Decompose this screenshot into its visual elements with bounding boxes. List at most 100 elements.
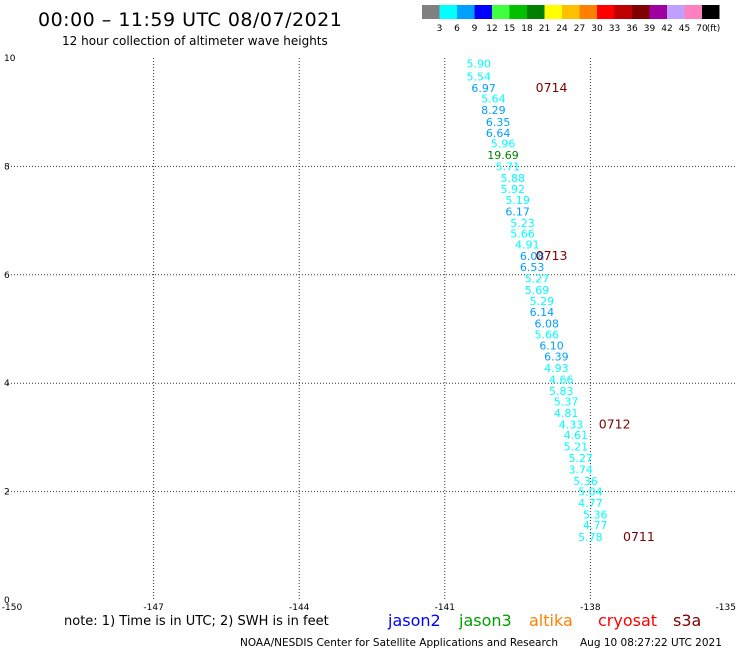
legend-entry-cryosat: cryosat [598, 611, 657, 630]
color-scale-label: 33 [609, 24, 620, 34]
wave-height-value: 5.19 [505, 194, 530, 207]
pass-time-label: 0714 [536, 80, 568, 95]
color-scale-label: 3 [437, 24, 443, 34]
wave-height-value: 5.27 [568, 452, 593, 465]
color-scale-label: 45 [679, 24, 690, 34]
wave-height-value: 5.88 [500, 172, 525, 185]
legend-entry-altika: altika [529, 611, 573, 630]
chart-subtitle: 12 hour collection of altimeter wave hei… [62, 34, 328, 48]
wave-height-value: 19.69 [487, 149, 519, 162]
wave-height-value: 5.29 [530, 295, 555, 308]
wave-height-value: 4.77 [578, 497, 603, 510]
wave-height-value: 5.66 [510, 228, 535, 241]
color-scale-swatch [562, 5, 580, 19]
y-tick-label: 0 [4, 596, 10, 606]
color-scale-label: 42 [661, 24, 672, 34]
color-scale-swatch [614, 5, 632, 19]
wave-height-value: 6.14 [530, 306, 555, 319]
wave-height-value: 5.90 [467, 57, 492, 70]
wave-height-value: 5.04 [578, 486, 603, 499]
wave-height-value: 4.61 [564, 429, 589, 442]
pass-time-label: 0713 [536, 248, 568, 263]
color-scale-legend: 3 6 9 12 15 18 21 24 27 30 33 36 39 42 45 70(ft) [422, 5, 720, 34]
y-tick-label: 6 [4, 271, 10, 281]
legend-entry-s3a: s3a [673, 611, 701, 630]
chart-title: 00:00 – 11:59 UTC 08/07/2021 [38, 9, 342, 31]
wave-height-value: 5.64 [481, 93, 506, 106]
color-scale-swatch [667, 5, 685, 19]
wave-height-value: 6.39 [544, 351, 569, 364]
color-scale-unit: (ft) [707, 24, 721, 34]
wave-height-value: 6.08 [534, 318, 559, 331]
footer-timestamp: Aug 10 08:27:22 UTC 2021 [580, 637, 722, 649]
wave-height-value: 6.53 [520, 261, 545, 274]
chart-grid [8, 58, 736, 600]
wave-height-value: 6.64 [486, 127, 511, 140]
color-scale-swatch [439, 5, 457, 19]
wave-height-value: 5.37 [554, 396, 579, 409]
color-scale-label: 36 [626, 24, 638, 34]
color-scale-swatch [422, 5, 440, 19]
color-scale-label: 9 [472, 24, 478, 34]
wave-height-value: 5.96 [491, 138, 516, 151]
wave-height-value: 4.33 [559, 418, 584, 431]
color-scale-swatch [684, 5, 702, 19]
color-scale-label: 18 [521, 24, 533, 34]
color-scale-swatch [527, 5, 545, 19]
color-scale-swatch [579, 5, 597, 19]
wave-height-value: 5.21 [564, 441, 589, 454]
y-tick-label: 2 [4, 488, 10, 498]
footer-credit: NOAA/NESDIS Center for Satellite Applica… [240, 637, 558, 649]
color-scale-label: 12 [486, 24, 497, 34]
time-labels: 0714 0713 0712 0711 [536, 80, 655, 544]
y-tick-label: 4 [4, 379, 10, 389]
wave-height-value: 4.93 [544, 362, 569, 375]
wave-height-value: 5.66 [534, 328, 559, 341]
x-tick-label: -150 [2, 603, 23, 613]
wave-height-value: 8.29 [481, 104, 506, 117]
color-scale-label: 6 [454, 24, 460, 34]
color-scale-swatch [492, 5, 510, 19]
wave-height-value: 5.71 [496, 160, 521, 173]
wave-height-value: 6.35 [486, 116, 511, 129]
wave-height-value: 5.54 [467, 70, 492, 83]
color-scale-swatch [544, 5, 562, 19]
wave-height-value: 6.17 [505, 205, 530, 218]
color-scale-label: 24 [556, 24, 568, 34]
wave-height-value: 4.77 [583, 519, 608, 532]
wave-height-value: 5.78 [578, 531, 603, 544]
legend-entry-jason3: jason3 [458, 611, 512, 630]
x-tick-label: -135 [716, 603, 736, 613]
color-scale-swatch [457, 5, 475, 19]
wave-height-value: 5.27 [525, 273, 550, 286]
axis-ticks: -150 -147 -144 -141 -138 -135 0 2 4 6 8 10 [2, 54, 736, 613]
pass-time-label: 0712 [599, 416, 631, 431]
wave-height-value: 4.81 [554, 407, 579, 420]
pass-time-label: 0711 [623, 529, 655, 544]
x-tick-label: -144 [289, 603, 310, 613]
wave-height-value: 4.91 [515, 238, 540, 251]
color-scale-swatch [597, 5, 615, 19]
x-tick-label: -141 [435, 603, 455, 613]
wave-height-value: 5.23 [510, 217, 535, 230]
color-scale-label: 27 [574, 24, 585, 34]
data-points: 5.905.546.975.648.296.356.645.9619.695.7… [467, 57, 608, 544]
color-scale-swatch [509, 5, 527, 19]
color-scale-label: 15 [504, 24, 515, 34]
wave-height-value: 6.08 [520, 250, 545, 263]
wave-height-value: 4.66 [549, 373, 574, 386]
color-scale-label: 21 [539, 24, 550, 34]
legend-entry-jason2: jason2 [387, 611, 441, 630]
y-tick-label: 10 [4, 54, 16, 64]
color-scale-swatch [474, 5, 492, 19]
color-scale-swatch [632, 5, 650, 19]
x-tick-label: -147 [143, 603, 163, 613]
wave-height-value: 5.83 [549, 385, 574, 398]
color-scale-label: 30 [591, 24, 603, 34]
wave-height-value: 3.74 [568, 463, 593, 476]
color-scale-label: 70 [696, 24, 708, 34]
color-scale-label: 39 [644, 24, 656, 34]
wave-height-value: 5.92 [500, 183, 525, 196]
wave-height-value: 5.36 [573, 475, 598, 488]
